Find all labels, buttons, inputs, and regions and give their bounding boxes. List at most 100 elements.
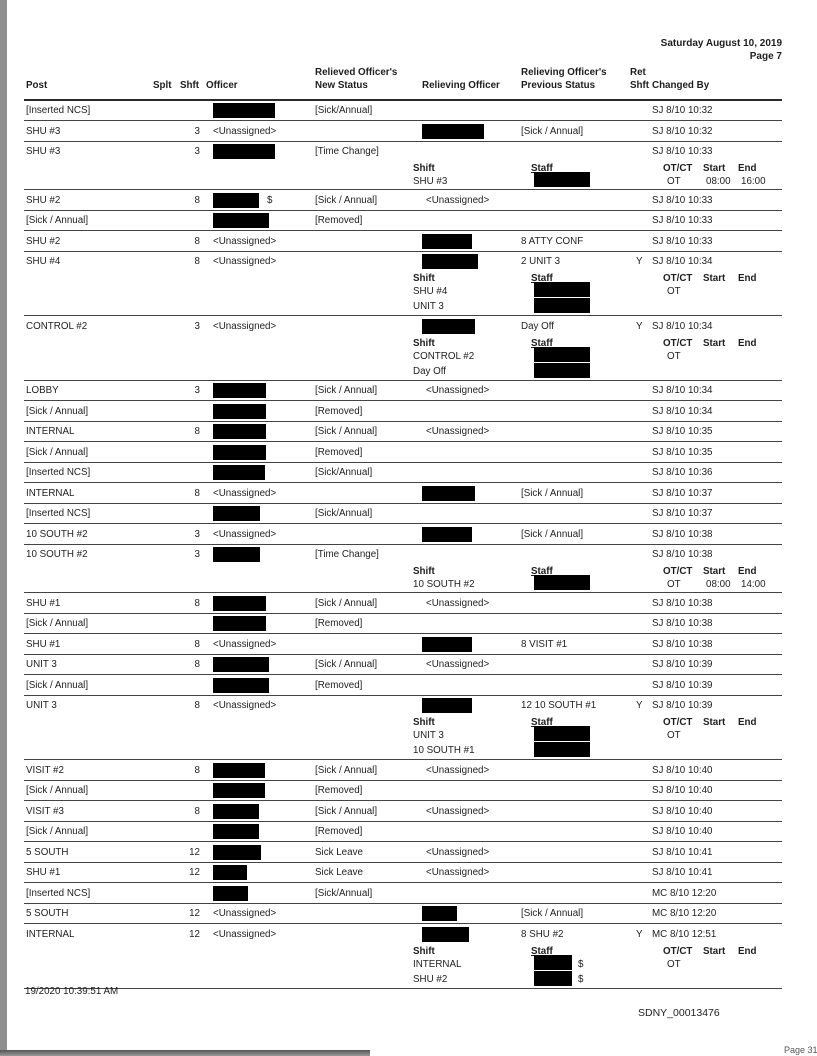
post-cell: SHU #4 — [26, 256, 61, 267]
detail-staff-redacted — [534, 362, 590, 378]
changed-by-cell: SJ 8/10 10:41 — [652, 867, 713, 878]
new-status-cell: Sick Leave — [315, 867, 363, 878]
relieving-officer-cell: <Unassigned> — [426, 867, 490, 878]
changed-by-cell: SJ 8/10 10:38 — [652, 618, 713, 629]
new-status-cell: [Time Change] — [315, 146, 379, 157]
col-prev-status-line2: Previous Status — [521, 80, 596, 91]
detail-staff-header: Staff — [531, 717, 553, 728]
changed-by-cell: MC 8/10 12:20 — [652, 887, 717, 899]
officer-redacted — [213, 383, 266, 398]
detail-staff-redacted — [534, 954, 572, 970]
changed-by-cell: SJ 8/10 10:40 — [652, 785, 713, 796]
relieving-officer-redacted — [422, 906, 457, 921]
detail-shift-header: Shift — [413, 945, 435, 957]
changed-by-cell: SJ 8/10 10:34 — [652, 256, 713, 267]
relieving-officer-cell: <Unassigned> — [426, 426, 490, 437]
officer-redacted — [213, 444, 266, 460]
new-status-cell: [Removed] — [315, 215, 363, 226]
new-status-cell: [Sick/Annual] — [315, 105, 373, 116]
table-row: SHU #3 3 <Unassigned> [Sick / Annual] SJ 8/1… — [24, 122, 782, 142]
post-cell: INTERNAL — [26, 487, 75, 499]
table-row: [Inserted NCS] [Sick/Annual] SJ 8/10 10:36 — [24, 463, 782, 483]
officer-redacted — [213, 824, 259, 839]
table-row: [Sick / Annual] [Removed] SJ 8/10 10:38 — [24, 614, 782, 634]
changed-by-cell: SJ 8/10 10:39 — [652, 700, 713, 711]
changed-by-cell: SJ 8/10 10:37 — [652, 487, 713, 499]
previous-status-cell: [Sick / Annual] — [521, 125, 584, 137]
officer-redacted — [213, 506, 260, 521]
detail-staff-redacted — [534, 346, 590, 362]
shift-cell: 8 — [194, 256, 200, 267]
detail-shift-header: Shift — [413, 566, 435, 577]
post-cell: [Inserted NCS] — [26, 508, 91, 519]
shift-cell: 12 — [189, 928, 200, 940]
post-cell: [Inserted NCS] — [26, 887, 91, 899]
detail-staff-suffix: $ — [578, 958, 584, 970]
shift-cell: 3 — [194, 320, 200, 332]
post-cell: SHU #2 — [26, 235, 61, 247]
post-cell: SHU #1 — [26, 638, 61, 650]
changed-by-cell: SJ 8/10 10:33 — [652, 146, 713, 157]
detail-otct-value: OT — [667, 579, 681, 590]
table-row: 5 SOUTH 12 <Unassigned> [Sick / Annual] MC 8… — [24, 904, 782, 924]
changed-by-cell: SJ 8/10 10:38 — [652, 528, 713, 540]
shift-cell: 3 — [194, 385, 200, 396]
table-row: SHU #4 8 <Unassigned> 2 UNIT 3 Y SJ 8/10 10:3… — [24, 252, 782, 316]
detail-staff-redacted — [534, 970, 572, 986]
shift-cell: 12 — [189, 908, 200, 919]
table-row: [Inserted NCS] [Sick/Annual] SJ 8/10 10:32 — [24, 101, 782, 121]
relieving-officer-cell: <Unassigned> — [426, 597, 490, 609]
detail-staff-header: Staff — [531, 163, 553, 174]
post-cell: LOBBY — [26, 385, 59, 396]
detail-shift-value: 10 SOUTH #2 — [413, 579, 475, 590]
previous-status-cell: 12 10 SOUTH #1 — [521, 700, 597, 711]
report-date: Saturday August 10, 2019 — [660, 38, 782, 49]
new-status-cell: [Removed] — [315, 679, 363, 691]
table-row: LOBBY 3 [Sick / Annual] <Unassigned> SJ 8/10… — [24, 381, 782, 401]
detail-staff-redacted — [534, 726, 590, 741]
detail-staff-redacted — [534, 742, 590, 757]
table-row: CONTROL #2 3 <Unassigned> Day Off Y SJ 8/10 1… — [24, 317, 782, 381]
changed-by-cell: SJ 8/10 10:34 — [652, 405, 713, 417]
detail-shift-value: 10 SOUTH #1 — [413, 745, 475, 756]
detail-start-value: 08:00 — [706, 579, 731, 590]
table-row: [Inserted NCS] [Sick/Annual] SJ 8/10 10:37 — [24, 504, 782, 524]
shift-cell: 8 — [194, 194, 200, 206]
table-row: SHU #1 8 [Sick / Annual] <Unassigned> SJ 8/1… — [24, 594, 782, 614]
officer-cell: <Unassigned> — [213, 908, 277, 919]
col-relieving-officer: Relieving Officer — [422, 80, 500, 91]
detail-shift-header: Shift — [413, 717, 435, 728]
col-new-status-line2: New Status — [315, 80, 368, 91]
bates-number: SDNY_00013476 — [638, 1007, 720, 1019]
previous-status-cell: [Sick / Annual] — [521, 528, 584, 540]
detail-staff-redacted — [534, 172, 590, 187]
detail-end-value: 16:00 — [741, 176, 766, 187]
detail-end-header: End — [738, 273, 757, 284]
new-status-cell: [Sick/Annual] — [315, 467, 373, 478]
detail-shift-value: Day Off — [413, 365, 447, 377]
detail-staff-header: Staff — [531, 566, 553, 577]
detail-start-header: Start — [703, 163, 726, 174]
post-cell: SHU #3 — [26, 125, 61, 137]
col-new-status-line1: Relieved Officer's — [315, 67, 398, 78]
officer-cell: <Unassigned> — [213, 235, 277, 247]
col-post: Post — [26, 80, 48, 91]
relieving-officer-cell: <Unassigned> — [426, 764, 490, 776]
detail-staff-redacted — [534, 298, 590, 313]
post-cell: VISIT #2 — [26, 764, 64, 776]
detail-shift-value: SHU #3 — [413, 176, 448, 187]
relieving-officer-redacted — [422, 318, 475, 334]
col-ret-line2: Shft — [630, 80, 650, 91]
shift-cell: 8 — [194, 700, 200, 711]
post-cell: [Sick / Annual] — [26, 215, 89, 226]
table-row: INTERNAL 8 [Sick / Annual] <Unassigned> SJ 8… — [24, 422, 782, 442]
officer-redacted — [213, 403, 266, 419]
changed-by-cell: SJ 8/10 10:39 — [652, 659, 713, 670]
table-row: [Sick / Annual] [Removed] SJ 8/10 10:39 — [24, 676, 782, 696]
post-cell: SHU #1 — [26, 867, 61, 878]
col-changed-by: Changed By — [652, 80, 710, 91]
shift-cell: 3 — [194, 549, 200, 560]
detail-staff-header: Staff — [531, 337, 553, 349]
detail-shift-value: UNIT 3 — [413, 730, 444, 741]
table-row: VISIT #3 8 [Sick / Annual] <Unassigned> SJ 8… — [24, 802, 782, 822]
